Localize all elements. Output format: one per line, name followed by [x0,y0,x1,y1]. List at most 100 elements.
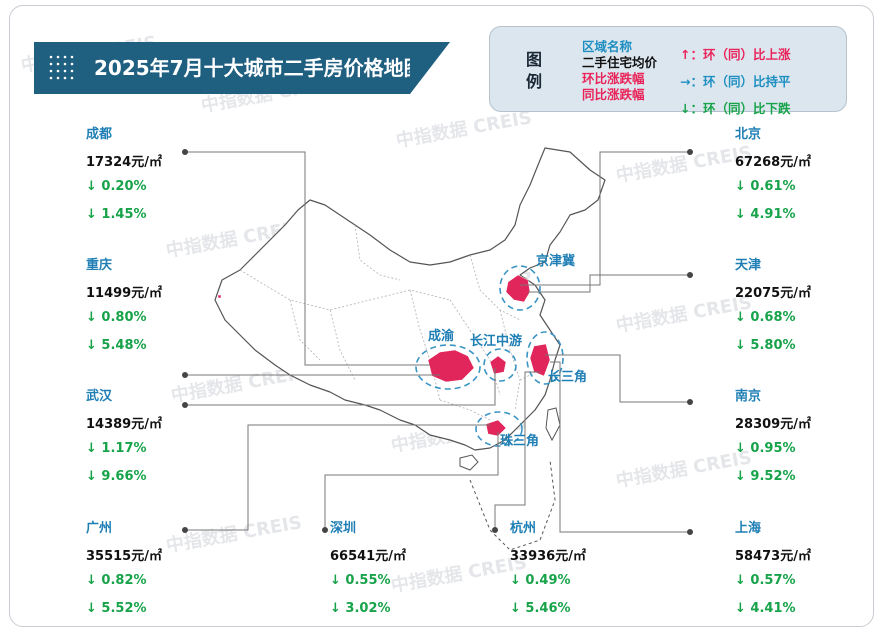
city-price: 14389元/㎡ [86,417,162,432]
legend-keys: ↑：环（同）比上涨 →：环（同）比持平 ↓：环（同）比下跌 [680,41,790,122]
region-circles [415,265,564,447]
city-price: 17324元/㎡ [86,155,162,170]
region-label-jingjinji: 京津冀 [536,254,576,269]
city-mom-change: ↓ 0.68% [735,310,796,325]
city-price: 28309元/㎡ [735,417,811,432]
changsanjiao-area [529,343,551,377]
city-mom-change: ↓ 0.82% [86,573,147,588]
region-label-chengyu: 成渝 [428,329,455,344]
title-banner: 2025年7月十大城市二手房价格地图 [34,42,450,94]
city-mom-change: ↓ 0.95% [735,441,796,456]
legend-yoy-label: 同比涨跌幅 [582,87,645,102]
city-nanjing: 南京 28309元/㎡ ↓ 0.95% ↓ 9.52% [735,388,883,486]
zhusanjiao-circle [475,411,523,447]
city-price: 66541元/㎡ [330,549,406,564]
south-sea-islands [469,459,556,551]
page-title: 2025年7月十大城市二手房价格地图 [94,56,424,80]
city-mom-change: ↓ 0.80% [86,310,147,325]
city-yoy-change: ↓ 5.80% [735,338,796,353]
city-mom-change: ↓ 0.55% [330,573,391,588]
city-mom-change: ↓ 0.57% [735,573,796,588]
legend-flat-key: →：环（同）比持平 [680,74,791,89]
city-price: 33936元/㎡ [510,549,586,564]
dots-decoration-icon [49,55,74,80]
city-name: 天津 [735,258,762,273]
city-tianjin: 天津 22075元/㎡ ↓ 0.68% ↓ 5.80% [735,257,883,355]
city-yoy-change: ↓ 1.45% [86,207,147,222]
changjiang-mid-area [489,355,507,375]
city-name: 武汉 [86,389,113,404]
city-mom-change: ↓ 1.17% [86,441,147,456]
city-yoy-change: ↓ 5.52% [86,601,147,616]
jingjinji-circle [499,265,541,311]
chengyu-circle [415,344,481,390]
city-chongqing: 重庆 11499元/㎡ ↓ 0.80% ↓ 5.48% [86,257,236,355]
city-yoy-change: ↓ 5.46% [510,601,571,616]
city-price: 11499元/㎡ [86,286,162,301]
legend-fields: 区域名称 二手住宅均价 环比涨跌幅 同比涨跌幅 [582,39,657,103]
city-yoy-change: ↓ 4.91% [735,207,796,222]
connector-tianjin [528,274,690,293]
city-price: 22075元/㎡ [735,286,811,301]
city-wuhan: 武汉 14389元/㎡ ↓ 1.17% ↓ 9.66% [86,388,236,486]
connector-shanghai [550,361,690,533]
city-shenzhen: 深圳 66541元/㎡ ↓ 0.55% ↓ 3.02% [330,520,480,618]
legend-up-key: ↑：环（同）比上涨 [680,47,791,62]
hainan-island [459,454,479,471]
city-name: 北京 [735,127,762,142]
zhusanjiao-area [485,419,507,437]
city-name: 成都 [86,127,113,142]
chengyu-area [427,349,475,383]
changjiang-mid-circle [483,348,517,382]
region-label-changsanjiao: 长三角 [548,370,588,385]
city-beijing: 北京 67268元/㎡ ↓ 0.61% ↓ 4.91% [735,126,883,224]
city-yoy-change: ↓ 9.52% [735,469,796,484]
legend-price-label: 二手住宅均价 [582,55,658,70]
connector-beijing [520,151,690,286]
city-mom-change: ↓ 0.49% [510,573,571,588]
city-hangzhou: 杭州 33936元/㎡ ↓ 0.49% ↓ 5.46% [510,520,660,618]
city-name: 南京 [735,389,762,404]
city-name: 上海 [735,521,762,536]
city-yoy-change: ↓ 5.48% [86,338,147,353]
west-city-marker [217,294,222,299]
connector-lines [185,151,690,533]
city-name: 广州 [86,521,113,536]
taiwan-island [545,407,561,442]
region-highlights [217,274,551,437]
city-chengdu: 成都 17324元/㎡ ↓ 0.20% ↓ 1.45% [86,126,236,224]
region-label-zhusanjiao: 珠三角 [500,434,540,449]
legend-heading: 图 例 [522,49,546,93]
city-name: 深圳 [330,521,357,536]
city-yoy-change: ↓ 3.02% [330,601,391,616]
city-price: 67268元/㎡ [735,155,811,170]
connector-hangzhou [494,371,540,530]
city-yoy-change: ↓ 4.41% [735,601,796,616]
city-mom-change: ↓ 0.20% [86,179,147,194]
changsanjiao-circle [526,331,564,385]
jingjinji-area [505,274,531,303]
city-name: 重庆 [86,258,113,273]
connector-chengdu [185,151,430,366]
legend-heading-2: 例 [525,72,542,91]
connector-guangzhou [185,424,490,531]
legend-down-key: ↓：环（同）比下跌 [680,101,791,116]
city-yoy-change: ↓ 9.66% [86,469,147,484]
city-mom-change: ↓ 0.61% [735,179,796,194]
legend-mom-label: 环比涨跌幅 [582,71,645,86]
city-shanghai: 上海 58473元/㎡ ↓ 0.57% ↓ 4.41% [735,520,883,618]
legend-heading-1: 图 [525,50,542,69]
connector-endpoints [182,149,693,535]
city-name: 杭州 [510,521,537,536]
city-price: 35515元/㎡ [86,549,162,564]
province-borders [239,224,541,421]
connector-nanjing [545,354,690,403]
region-label-changjiang-mid: 长江中游 [470,334,523,349]
connector-shenzhen [324,432,499,530]
connector-wuhan [185,368,496,406]
city-guangzhou: 广州 35515元/㎡ ↓ 0.82% ↓ 5.52% [86,520,236,618]
legend-box: 图 例 区域名称 二手住宅均价 环比涨跌幅 同比涨跌幅 ↑：环（同）比上涨 →：… [489,26,847,116]
city-price: 58473元/㎡ [735,549,811,564]
legend-region-label: 区域名称 [582,39,633,54]
